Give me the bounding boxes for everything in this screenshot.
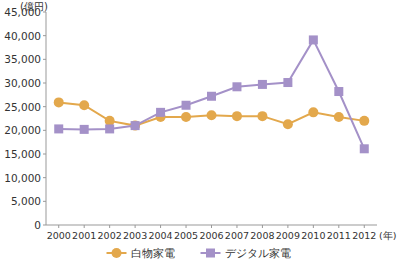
x-tick bbox=[262, 225, 263, 228]
x-tick-label: 2004 bbox=[148, 230, 172, 241]
x-axis-label: (年) bbox=[379, 230, 396, 241]
point bbox=[334, 87, 343, 96]
x-tick bbox=[313, 225, 314, 228]
chart: (億円)05,00010,00015,00020,00025,00030,000… bbox=[0, 0, 403, 268]
x-tick-label: 2012 bbox=[352, 230, 376, 241]
x-tick bbox=[109, 225, 110, 228]
point bbox=[309, 35, 318, 44]
x-tick bbox=[338, 225, 339, 228]
point bbox=[257, 111, 267, 121]
point bbox=[232, 82, 241, 91]
x-tick bbox=[58, 225, 59, 228]
point bbox=[207, 110, 217, 120]
point bbox=[359, 116, 369, 126]
x-tick-label: 2003 bbox=[123, 230, 147, 241]
x-tick bbox=[211, 225, 212, 228]
point bbox=[182, 101, 191, 110]
y-tick-label: 5,000 bbox=[11, 195, 41, 207]
y-tick-label: 25,000 bbox=[4, 101, 41, 113]
x-tick-label: 2010 bbox=[301, 230, 325, 241]
series-line bbox=[59, 40, 365, 149]
x-tick bbox=[84, 225, 85, 228]
x-tick bbox=[364, 225, 365, 228]
point bbox=[258, 80, 267, 89]
y-tick-label: 10,000 bbox=[4, 172, 41, 184]
series-line bbox=[59, 102, 365, 125]
x-tick-label: 2002 bbox=[98, 230, 122, 241]
legend-label: デジタル家電 bbox=[225, 247, 291, 259]
x-tick-label: 2011 bbox=[327, 230, 351, 241]
point bbox=[54, 97, 64, 107]
point bbox=[131, 121, 140, 130]
legend-marker bbox=[112, 248, 122, 258]
y-tick-label: 45,000 bbox=[4, 6, 41, 18]
x-tick bbox=[160, 225, 161, 228]
point bbox=[207, 92, 216, 101]
legend-label: 白物家電 bbox=[131, 247, 175, 259]
x-tick-label: 2001 bbox=[72, 230, 96, 241]
point bbox=[105, 124, 114, 133]
x-tick-label: 2007 bbox=[225, 230, 249, 241]
point bbox=[360, 144, 369, 153]
y-tick-label: 35,000 bbox=[4, 53, 41, 65]
point bbox=[308, 107, 318, 117]
x-tick bbox=[135, 225, 136, 228]
x-tick bbox=[287, 225, 288, 228]
legend: 白物家電 デジタル家電 bbox=[107, 247, 291, 259]
x-tick bbox=[186, 225, 187, 228]
point bbox=[156, 108, 165, 117]
point bbox=[232, 111, 242, 121]
y-tick-label: 0 bbox=[34, 219, 41, 231]
point bbox=[80, 125, 89, 134]
point bbox=[105, 116, 115, 126]
y-tick-label: 30,000 bbox=[4, 77, 41, 89]
legend-marker bbox=[206, 249, 215, 258]
point bbox=[283, 78, 292, 87]
plot-area bbox=[54, 35, 370, 153]
x-tick-label: 2005 bbox=[174, 230, 198, 241]
point bbox=[130, 121, 140, 131]
y-tick-label: 40,000 bbox=[4, 30, 41, 42]
y-tick-label: 15,000 bbox=[4, 148, 41, 160]
point bbox=[334, 112, 344, 122]
x-tick-label: 2009 bbox=[276, 230, 300, 241]
point bbox=[283, 119, 293, 129]
point bbox=[54, 124, 63, 133]
y-axis bbox=[46, 12, 47, 225]
x-tick-label: 2008 bbox=[250, 230, 274, 241]
point bbox=[79, 100, 89, 110]
x-tick bbox=[236, 225, 237, 228]
point bbox=[181, 112, 191, 122]
x-tick-label: 2006 bbox=[199, 230, 223, 241]
y-tick-label: 20,000 bbox=[4, 124, 41, 136]
x-tick-label: 2000 bbox=[47, 230, 71, 241]
